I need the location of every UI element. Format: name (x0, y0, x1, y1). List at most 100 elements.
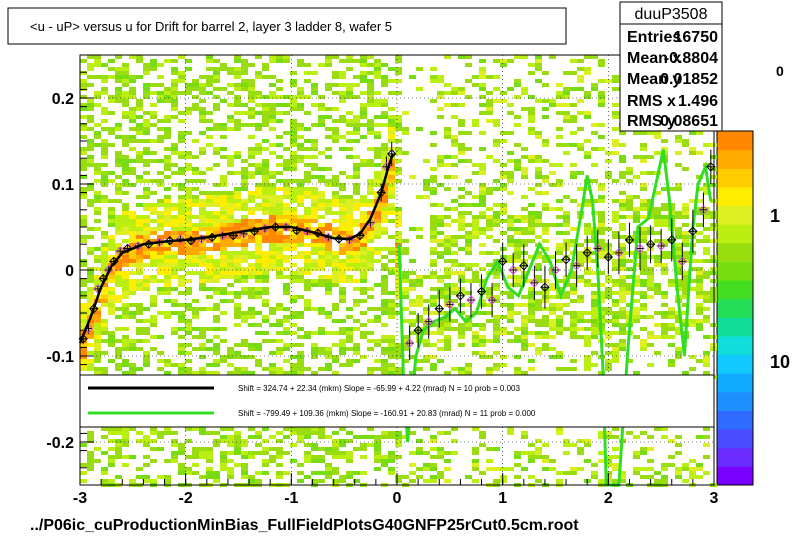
profile-point (540, 265, 550, 309)
colorbar-cell (717, 391, 753, 411)
colorbar-tick-10: 10 (770, 352, 790, 372)
profile-point (614, 231, 624, 275)
x-tick-label: 3 (710, 490, 719, 507)
profile-point (603, 239, 614, 275)
point-marker (497, 256, 508, 267)
point-marker (122, 243, 133, 254)
x-tick-label: -3 (73, 490, 87, 507)
black-fit-line (78, 153, 394, 344)
y-tick-label: -0.2 (46, 435, 74, 452)
colorbar-cell (717, 261, 753, 281)
fit-legend: Shift = 324.74 + 22.34 (mkm) Slope = -65… (79, 374, 715, 428)
profile-point (706, 149, 716, 184)
point-marker (667, 235, 677, 245)
point-marker (582, 248, 592, 258)
stats-label-meany: Mean y (627, 71, 681, 88)
plot-area: -3 -2 -1 0 1 2 3 -0.2 -0.1 0 0.1 0.2 (46, 54, 719, 507)
profile-point (466, 282, 476, 318)
legend-entry-black: Shift = 324.74 + 22.34 (mkm) Slope = -65… (238, 384, 520, 393)
profile-point (508, 252, 518, 288)
profile-point (497, 242, 508, 281)
point-marker (434, 303, 444, 314)
profile-point (550, 251, 561, 289)
point-marker (413, 325, 423, 335)
stats-label-rmsx: RMS x (627, 93, 676, 110)
point-marker (376, 187, 386, 198)
point-marker (624, 235, 635, 245)
point-marker (519, 260, 529, 271)
green-fit-line (397, 149, 713, 487)
point-marker (677, 256, 688, 267)
y-tick-label: 0.1 (52, 177, 74, 194)
color-bar (716, 130, 754, 486)
point-marker (270, 222, 281, 232)
point-marker (706, 162, 716, 172)
profile-point (445, 287, 455, 322)
profile-point (593, 229, 603, 268)
colorbar-cell (717, 429, 753, 449)
chart-title: <u - uP> versus u for Drift for barrel 2… (30, 19, 392, 34)
colorbar-tick-1: 1 (770, 206, 780, 226)
point-marker (603, 252, 614, 262)
point-marker (487, 295, 497, 305)
colorbar-cell (717, 447, 753, 467)
colorbar-cell (717, 149, 753, 169)
colorbar-cell (717, 280, 753, 300)
profile-point (404, 325, 415, 361)
stats-label-rmsy: RMS y (627, 113, 676, 130)
point-marker (165, 236, 175, 246)
y-tick-label: 0 (65, 263, 74, 280)
footer-filename: ../P06ic_cuProductionMinBias_FullFieldPl… (30, 517, 579, 534)
point-marker (645, 239, 656, 249)
stats-value-rmsx: 1.496 (678, 93, 718, 110)
point-marker (614, 248, 624, 258)
colorbar-cell (717, 242, 753, 262)
profile-point (434, 289, 444, 328)
profile-point (667, 218, 677, 262)
point-marker (635, 243, 645, 254)
profile-point (656, 228, 666, 264)
point-marker (561, 254, 571, 265)
profile-point (635, 227, 645, 270)
profile-point (529, 265, 540, 301)
profile-point (487, 282, 497, 318)
title-box: <u - uP> versus u for Drift for barrel 2… (7, 7, 567, 45)
colorbar-cell (717, 373, 753, 393)
stats-value-entries: 16750 (674, 29, 719, 46)
x-tick-label: 0 (393, 490, 402, 507)
profile-points (78, 141, 716, 361)
point-marker (529, 278, 540, 288)
point-marker (281, 222, 291, 232)
stats-label-entries: Entries (627, 29, 681, 46)
colorbar-frame (716, 130, 754, 486)
point-marker (698, 205, 709, 215)
colorbar-cell (717, 131, 753, 151)
point-marker (540, 282, 550, 292)
x-tick-label: 1 (498, 490, 507, 507)
stats-box: duuP3508 Entries 16750 Mean x -0.8804 Me… (619, 1, 723, 132)
stats-value-meany: 0.01852 (660, 71, 718, 88)
point-marker (89, 303, 99, 314)
profile-point (677, 242, 688, 281)
colorbar-cell (717, 168, 753, 188)
colorbar-cell (717, 410, 753, 430)
profile-point (571, 244, 582, 288)
colorbar-cell (717, 298, 753, 318)
heatmap-background (80, 55, 717, 487)
colorbar-cell (717, 335, 753, 356)
profile-point (455, 278, 466, 313)
profile-point (476, 274, 487, 309)
point-marker (78, 334, 88, 344)
y-tick-label: 0.2 (52, 91, 74, 108)
profile-point (519, 244, 529, 288)
colorbar-cell (717, 224, 753, 244)
profile-point (624, 222, 635, 258)
point-marker (455, 291, 466, 301)
point-marker (593, 243, 603, 254)
colorbar-cell (717, 354, 753, 374)
point-marker (445, 299, 455, 310)
point-marker (508, 265, 518, 275)
colorbar-cell (717, 205, 753, 225)
legend-entry-green: Shift = -799.49 + 109.36 (mkm) Slope = -… (238, 409, 536, 418)
